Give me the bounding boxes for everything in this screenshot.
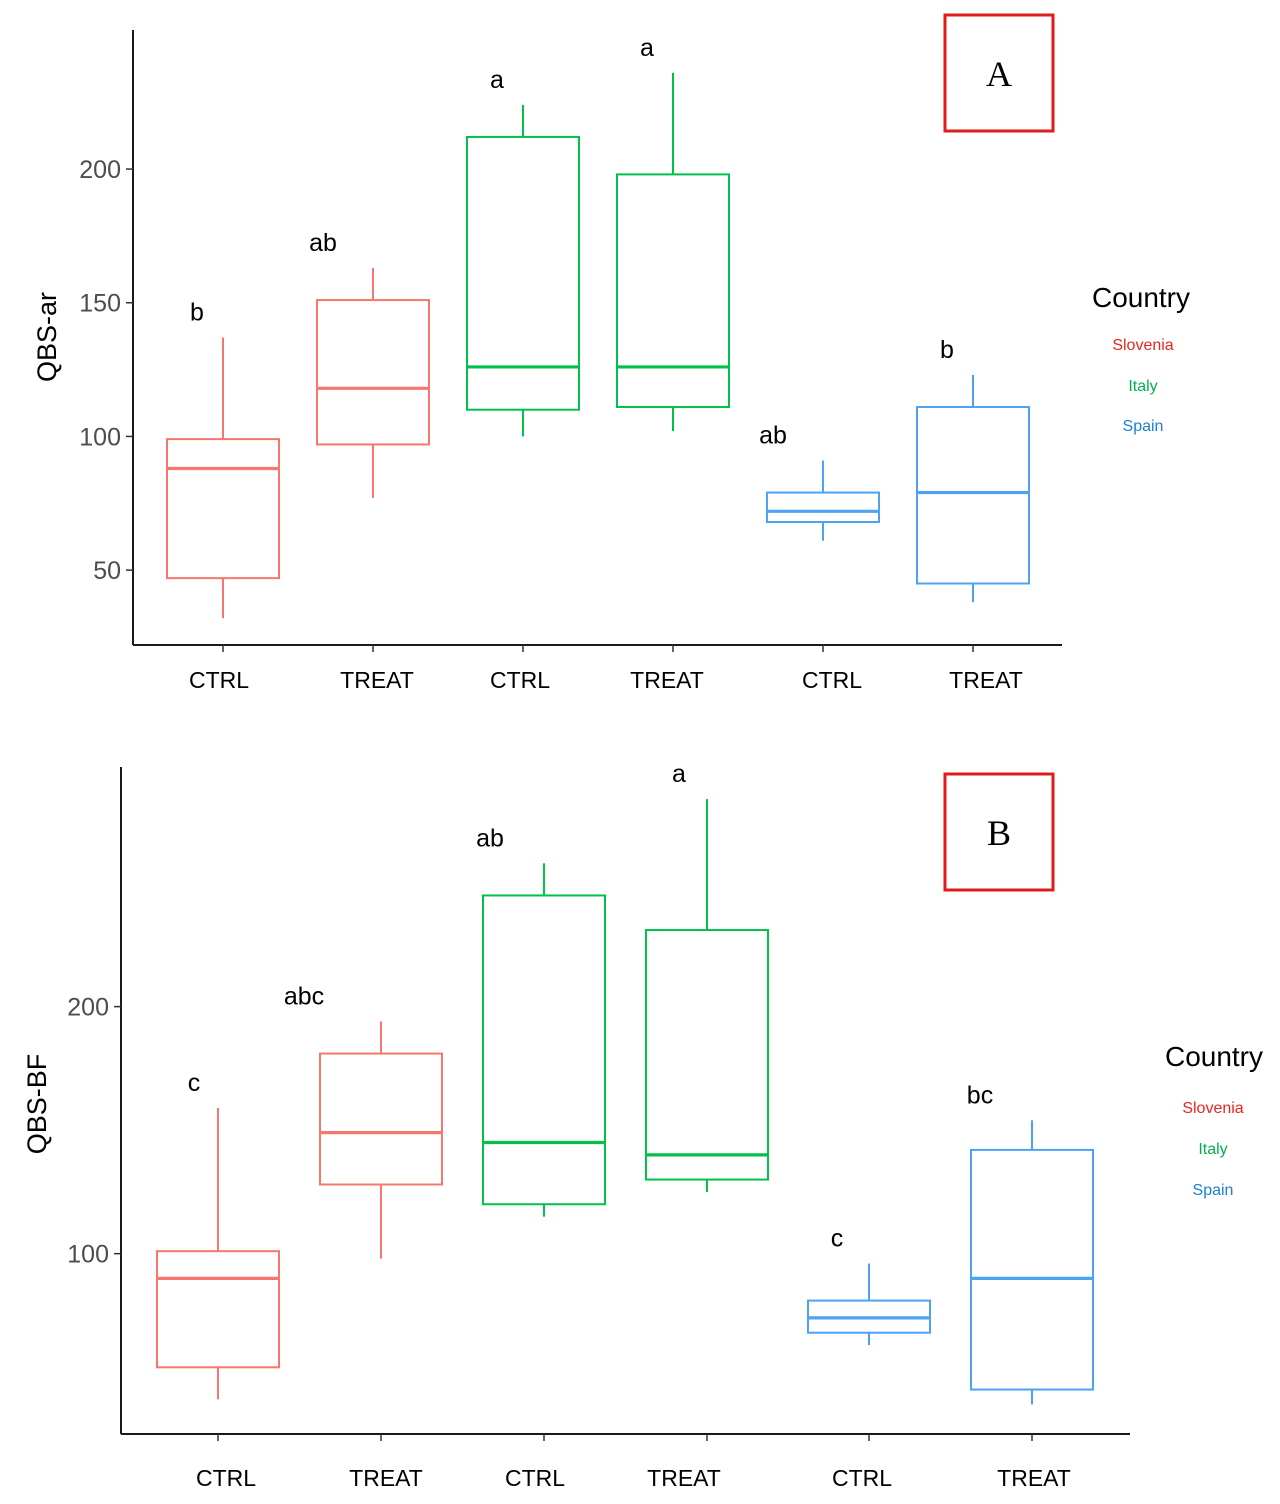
- box-italy-ctrl: ab: [476, 824, 606, 1217]
- box-iqr: [645, 929, 769, 1181]
- legend-entry-italy: Italy: [1128, 378, 1157, 395]
- box-iqr: [156, 1250, 280, 1369]
- y-tick-label: 150: [79, 290, 121, 318]
- legend: Country Slovenia Italy Spain: [1092, 282, 1190, 435]
- x-tick-label: CTRL: [490, 667, 550, 693]
- legend-title: Country: [1092, 282, 1190, 313]
- panel-label: B: [987, 813, 1011, 853]
- x-tick-label: CTRL: [196, 1465, 256, 1491]
- significance-letter: bc: [967, 1081, 993, 1109]
- y-axis-label: QBS-BF: [22, 1054, 52, 1155]
- box-spain-ctrl: ab: [759, 422, 880, 541]
- x-tick-label: TREAT: [997, 1465, 1071, 1491]
- significance-letter: a: [672, 760, 686, 788]
- significance-letter: ab: [759, 422, 787, 450]
- box-spain-treat: b: [916, 336, 1030, 603]
- x-tick-label: CTRL: [505, 1465, 565, 1491]
- legend-entry-italy: Italy: [1198, 1141, 1227, 1158]
- x-tick-label: CTRL: [802, 667, 862, 693]
- panel-a: 50 100 150 200 QBS-ar b CTRL ab TREAT a CTRL a TREAT…: [32, 13, 1190, 693]
- legend-entry-slovenia: Slovenia: [1112, 337, 1173, 354]
- x-tick-label: CTRL: [189, 667, 249, 693]
- box-iqr: [316, 299, 430, 446]
- legend-entry-spain: Spain: [1193, 1182, 1234, 1199]
- significance-letter: abc: [284, 982, 324, 1010]
- significance-letter: b: [190, 299, 204, 327]
- y-tick-label: 200: [67, 994, 109, 1022]
- box-iqr: [482, 894, 606, 1206]
- box-iqr: [166, 438, 280, 580]
- box-slovenia-treat: abc: [284, 982, 443, 1259]
- y-axis-label: QBS-ar: [32, 292, 62, 382]
- legend: Country Slovenia Italy Spain: [1165, 1041, 1263, 1199]
- panel-label-frame: [943, 772, 1055, 892]
- x-tick-label: TREAT: [949, 667, 1023, 693]
- legend-title: Country: [1165, 1041, 1263, 1072]
- x-tick-label: TREAT: [630, 667, 704, 693]
- x-tick-label: TREAT: [340, 667, 414, 693]
- x-tick-label: TREAT: [647, 1465, 721, 1491]
- box-spain-ctrl: c: [807, 1225, 931, 1346]
- significance-letter: ab: [309, 229, 337, 257]
- box-iqr: [616, 173, 730, 409]
- significance-letter: ab: [476, 824, 504, 852]
- significance-letter: c: [831, 1225, 844, 1253]
- box-iqr: [466, 135, 580, 411]
- y-tick-label: 100: [67, 1241, 109, 1269]
- significance-letter: c: [188, 1069, 201, 1097]
- box-iqr: [319, 1052, 443, 1186]
- x-tick-label: TREAT: [349, 1465, 423, 1491]
- y-tick-label: 100: [79, 423, 121, 451]
- legend-entry-spain: Spain: [1123, 418, 1164, 435]
- box-italy-ctrl: a: [466, 66, 580, 437]
- y-tick-label: 50: [93, 557, 121, 585]
- box-italy-treat: a: [645, 760, 769, 1192]
- significance-letter: a: [640, 34, 654, 62]
- box-slovenia-treat: ab: [309, 229, 430, 498]
- box-slovenia-ctrl: c: [156, 1069, 280, 1400]
- x-tick-label: CTRL: [832, 1465, 892, 1491]
- box-iqr: [916, 406, 1030, 585]
- panel-label: A: [986, 54, 1012, 94]
- box-spain-treat: bc: [967, 1081, 1094, 1405]
- y-tick-label: 200: [79, 156, 121, 184]
- legend-entry-slovenia: Slovenia: [1182, 1100, 1243, 1117]
- significance-letter: a: [490, 66, 504, 94]
- significance-letter: b: [940, 336, 954, 364]
- box-slovenia-ctrl: b: [166, 299, 280, 619]
- box-iqr: [766, 491, 880, 523]
- panel-label-frame: [943, 13, 1055, 133]
- box-italy-treat: a: [616, 34, 730, 432]
- box-iqr: [970, 1148, 1094, 1391]
- panel-b: 100 200 QBS-BF c CTRL abc TREAT ab CTRL a TREAT c CT…: [22, 760, 1263, 1491]
